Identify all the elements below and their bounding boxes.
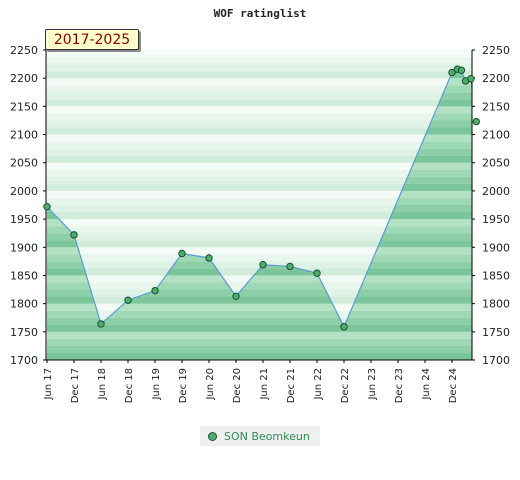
data-point[interactable] (467, 75, 475, 83)
background-band (46, 219, 472, 227)
data-point[interactable] (313, 269, 321, 277)
y-axis-left: 1700 1750 1800 1850 1900 1950 2000 2050 2100 2150… (10, 44, 46, 367)
x-tick-label: Jun 17 (43, 368, 54, 401)
background-band (46, 190, 472, 198)
data-point[interactable] (124, 296, 132, 304)
y-tick-label-right: 2000 (482, 185, 510, 198)
y-tick-label: 1700 (10, 354, 38, 367)
x-tick-label: Jun 18 (97, 368, 108, 401)
data-point[interactable] (472, 117, 480, 126)
background-band (46, 155, 472, 163)
background-band (46, 57, 472, 65)
data-point[interactable] (178, 249, 186, 258)
background-band (46, 212, 472, 220)
x-tick-label: Jun 19 (151, 368, 162, 401)
data-point[interactable] (457, 66, 466, 74)
legend[interactable]: SON Beomkeun (200, 426, 320, 446)
background-band (46, 240, 472, 248)
background-band (46, 247, 472, 255)
data-point[interactable] (286, 262, 294, 271)
y-tick-label-right: 1850 (482, 269, 510, 282)
background-band (46, 50, 472, 58)
data-point[interactable] (448, 68, 456, 77)
y-tick-label-right: 1900 (482, 241, 510, 254)
period-label: 2017-2025 (45, 29, 139, 50)
background-band (46, 197, 472, 205)
background-band (46, 113, 472, 121)
y-tick-label-right: 2200 (482, 72, 510, 85)
background-band (46, 226, 472, 234)
y-tick-label: 2250 (10, 44, 38, 57)
x-axis: Jun 17 Dec 17 Jun 18 Dec 18 Jun 19 Dec 19 Jun … (43, 360, 459, 403)
background-band (46, 78, 472, 86)
background-band (46, 261, 472, 269)
x-tick-label: Dec 21 (286, 368, 297, 403)
background-band (46, 254, 472, 262)
y-tick-label-right: 2050 (482, 157, 510, 170)
data-point[interactable] (97, 320, 105, 328)
data-point[interactable] (70, 231, 78, 239)
x-tick-label: Jun 23 (367, 368, 378, 401)
x-tick-label: Dec 23 (394, 368, 405, 403)
x-tick-label: Dec 18 (124, 368, 135, 403)
background-band (46, 127, 472, 135)
background-band (46, 99, 472, 107)
y-tick-label: 1900 (10, 241, 38, 254)
background-band (46, 106, 472, 114)
background-band (46, 120, 472, 128)
x-tick-label: Dec 20 (232, 368, 243, 403)
background-band (46, 85, 472, 93)
background-band (46, 183, 472, 191)
y-tick-label: 2050 (10, 157, 38, 170)
background-band (46, 169, 472, 177)
background-band (46, 92, 472, 100)
legend-marker (208, 431, 217, 441)
x-tick-label: Jun 22 (313, 368, 324, 401)
background-bands (46, 50, 472, 360)
data-point[interactable] (151, 286, 159, 295)
y-tick-label-right: 1750 (482, 326, 510, 339)
x-tick-label: Dec 19 (178, 368, 189, 403)
data-point[interactable] (259, 261, 267, 269)
x-tick-label: Dec 17 (70, 368, 81, 403)
background-band (46, 205, 472, 213)
data-point[interactable] (232, 292, 240, 301)
background-band (46, 176, 472, 184)
data-point[interactable] (205, 254, 213, 262)
y-tick-label: 2150 (10, 100, 38, 113)
x-tick-label: Jun 24 (421, 368, 432, 401)
background-band (46, 71, 472, 79)
background-band (46, 134, 472, 142)
data-points (43, 65, 480, 331)
data-point[interactable] (340, 323, 348, 331)
x-tick-label: Dec 24 (448, 368, 459, 403)
y-tick-label-right: 1800 (482, 298, 510, 311)
chart-title: WOF ratinglist (214, 7, 307, 20)
data-point[interactable] (43, 202, 51, 211)
y-axis-right: 1700 1750 1800 1850 1900 1950 2000 2050 2100 2150… (472, 44, 510, 367)
y-tick-label-right: 2100 (482, 129, 510, 142)
y-tick-label-right: 2250 (482, 44, 510, 57)
y-tick-label: 1750 (10, 326, 38, 339)
y-tick-label: 1850 (10, 269, 38, 282)
y-tick-label-right: 1700 (482, 354, 510, 367)
background-band (46, 233, 472, 241)
background-band (46, 64, 472, 72)
x-tick-label: Dec 22 (340, 368, 351, 403)
x-tick-label: Jun 21 (259, 368, 270, 401)
background-band (46, 141, 472, 149)
y-tick-label: 2100 (10, 129, 38, 142)
background-band (46, 162, 472, 170)
y-tick-label-right: 1950 (482, 213, 510, 226)
y-tick-label: 1800 (10, 298, 38, 311)
legend-label: SON Beomkeun (224, 429, 310, 443)
y-tick-label: 2000 (10, 185, 38, 198)
y-tick-label: 2200 (10, 72, 38, 85)
background-band (46, 148, 472, 156)
y-tick-label: 1950 (10, 213, 38, 226)
x-tick-label: Jun 20 (205, 368, 216, 401)
y-tick-label-right: 2150 (482, 100, 510, 113)
